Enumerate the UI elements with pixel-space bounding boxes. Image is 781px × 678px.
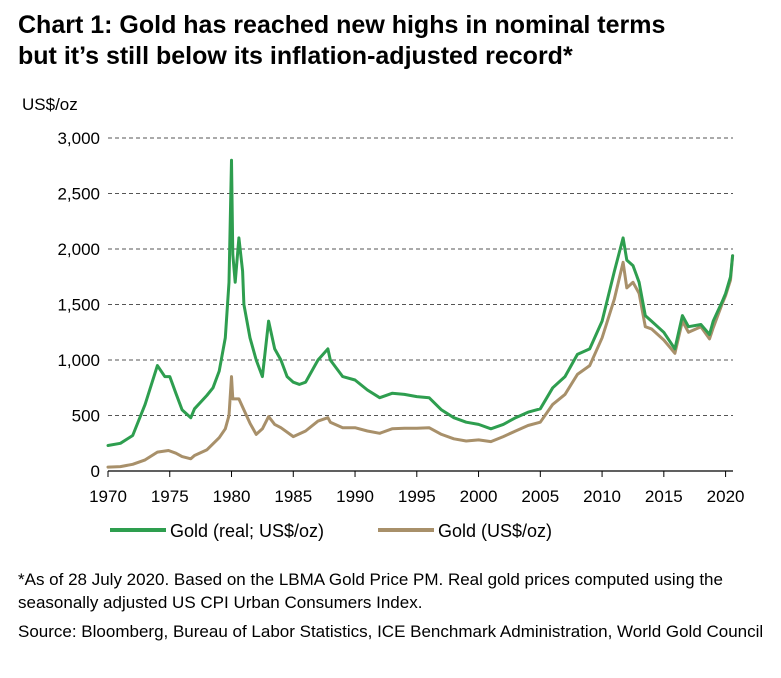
x-tick-label: 1985 [274,487,312,506]
x-tick-label: 2010 [583,487,621,506]
chart-title-line-2: but it’s still below its inflation-adjus… [18,42,573,70]
x-tick-label: 2020 [707,487,745,506]
x-tick-label: 1990 [336,487,374,506]
source-note: Source: Bloomberg, Bureau of Labor Stati… [18,622,764,641]
gridlines [108,137,733,416]
x-tick-label: 1980 [213,487,251,506]
x-tick-label: 2005 [521,487,559,506]
x-tick-label: 2015 [645,487,683,506]
y-tick-label: 2,500 [57,185,100,204]
y-tick-label: 1,000 [57,351,100,370]
gold-price-chart: US$/oz 0 500 1,000 1,500 2,000 2,500 3,000 197… [22,95,745,541]
x-tick-label: 1995 [398,487,436,506]
y-tick-label: 3,000 [57,129,100,148]
legend-label: Gold (real; US$/oz) [170,521,324,541]
x-tick-label: 1975 [151,487,189,506]
legend-label: Gold (US$/oz) [438,521,552,541]
chart-title: Chart 1: Gold has reached new highs in n… [18,10,778,72]
y-axis-label: US$/oz [22,95,78,114]
x-tick-label: 1970 [89,487,127,506]
chart-notes: *As of 28 July 2020. Based on the LBMA G… [18,568,778,649]
series-line [106,158,735,447]
x-axis: 1970 1975 1980 1985 1990 1995 2000 2005 2010 2015… [89,470,745,506]
footnote: *As of 28 July 2020. Based on the LBMA G… [18,570,723,612]
y-tick-label: 1,500 [57,296,100,315]
chart-title-line-1: Chart 1: Gold has reached new highs in n… [18,11,666,39]
y-axis-ticks: 0 500 1,000 1,500 2,000 2,500 3,000 [57,129,100,481]
y-tick-label: 2,000 [57,240,100,259]
series-line [106,254,735,469]
y-tick-label: 500 [72,407,100,426]
legend: Gold (real; US$/oz) Gold (US$/oz) [110,521,552,541]
x-tick-label: 2000 [460,487,498,506]
y-tick-label: 0 [91,462,100,481]
plot-series [106,158,735,469]
